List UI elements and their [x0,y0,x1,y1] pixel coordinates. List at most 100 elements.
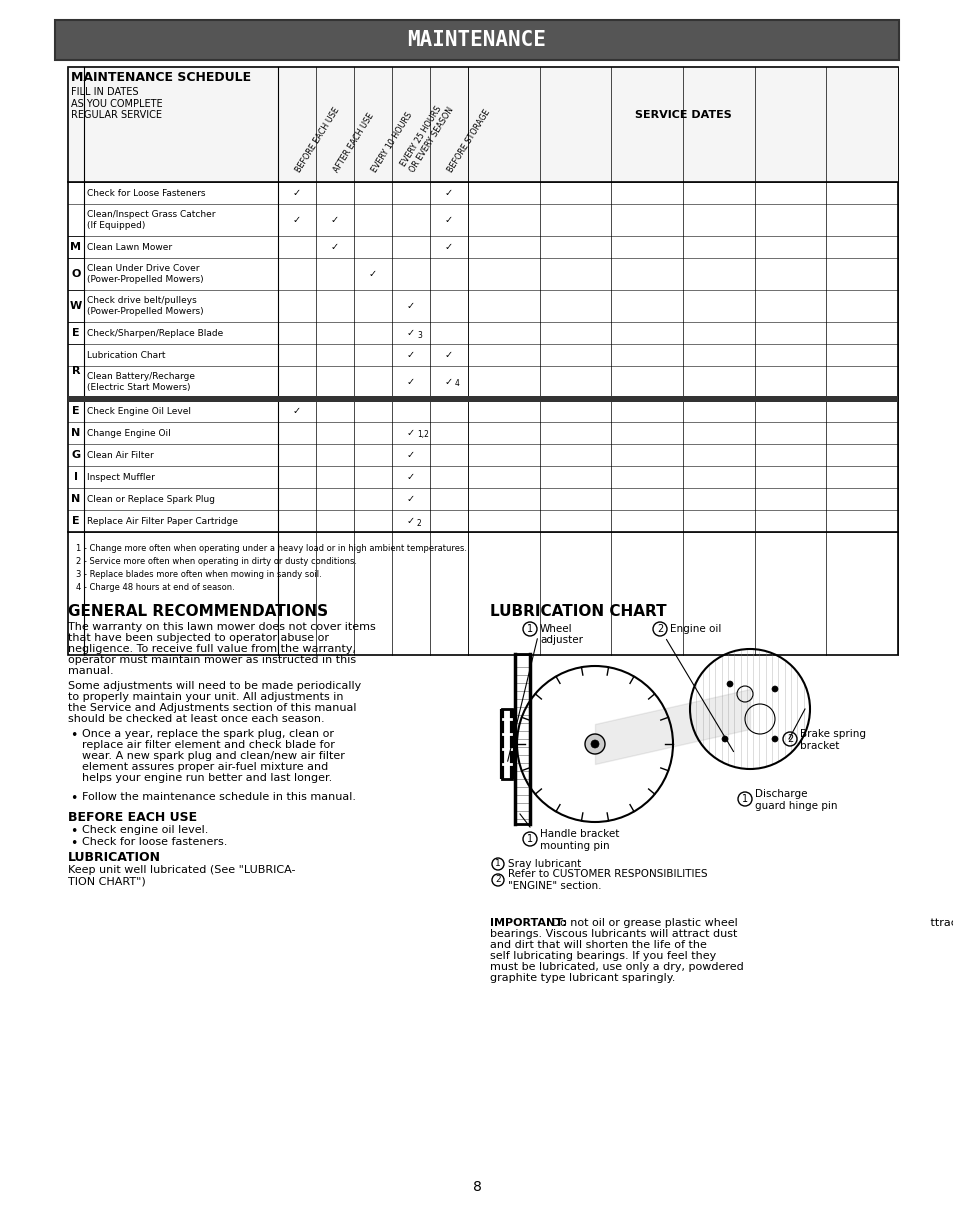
Text: Check Engine Oil Level: Check Engine Oil Level [87,407,191,416]
Text: Wheel: Wheel [539,625,572,634]
Text: EVERY 10 HOURS: EVERY 10 HOURS [370,111,415,174]
Text: 8: 8 [472,1180,481,1194]
Text: GENERAL RECOMMENDATIONS: GENERAL RECOMMENDATIONS [68,604,328,618]
Text: ✓: ✓ [293,215,301,225]
Text: Lubrication Chart: Lubrication Chart [87,350,165,360]
Text: ✓: ✓ [293,406,301,416]
Text: EVERY 25 HOURS
OR EVERY SEASON: EVERY 25 HOURS OR EVERY SEASON [399,100,456,174]
Text: LUBRICATION: LUBRICATION [68,850,161,864]
Text: ✓: ✓ [293,188,301,198]
Bar [490,908,929,1008]
Text: ✓: ✓ [407,471,415,482]
Text: •: • [70,825,77,838]
Text: Handle bracket: Handle bracket [539,829,618,840]
Text: Some adjustments will need to be made periodically: Some adjustments will need to be made pe… [68,680,361,691]
Text: should be checked at least once each season.: should be checked at least once each sea… [68,714,324,724]
Text: ✓: ✓ [407,350,415,360]
Text: Check engine oil level.: Check engine oil level. [82,825,208,835]
Text: must be lubricated, use only a dry, powdered: must be lubricated, use only a dry, powd… [490,962,743,972]
Text: Change Engine Oil: Change Engine Oil [87,429,171,437]
Text: Check for loose fasteners.: Check for loose fasteners. [82,837,227,847]
Text: 4 - Charge 48 hours at end of season.: 4 - Charge 48 hours at end of season. [76,583,234,592]
Bar [68,67,897,655]
Text: 1: 1 [526,625,533,634]
Text: mounting pin: mounting pin [539,841,609,850]
Text: ✓: ✓ [444,350,453,360]
Text: W: W [70,301,82,311]
Text: ✓: ✓ [444,188,453,198]
Text: 3: 3 [416,330,421,339]
Text: self lubricating bearings. If you feel they: self lubricating bearings. If you feel t… [490,951,716,961]
Text: ✓: ✓ [407,328,415,338]
Text: to properly maintain your unit. All adjustments in: to properly maintain your unit. All adju… [68,693,343,702]
Text: IMPORTANT:: IMPORTANT: [490,919,566,928]
Circle shape [771,686,778,693]
Text: E: E [72,328,80,338]
Text: ✓: ✓ [444,242,453,252]
Text: MAINTENANCE: MAINTENANCE [407,30,546,50]
Text: 1,2: 1,2 [416,430,429,440]
Text: wear. A new spark plug and clean/new air filter: wear. A new spark plug and clean/new air… [82,751,345,761]
Text: helps your engine run better and last longer.: helps your engine run better and last lo… [82,773,332,782]
Text: Clean or Replace Spark Plug: Clean or Replace Spark Plug [87,495,214,503]
Text: element assures proper air-fuel mixture and: element assures proper air-fuel mixture … [82,762,328,772]
Circle shape [584,734,604,755]
Text: •: • [70,792,77,806]
Text: E: E [72,406,80,416]
Text: ✓: ✓ [407,428,415,437]
Text: G: G [71,450,80,460]
Text: N: N [71,495,81,504]
Bar [68,67,897,182]
Text: R: R [71,366,80,375]
Text: Do not oil or grease plastic wheel bearings. Viscous lubricants will attract dus: Do not oil or grease plastic wheel beari… [552,919,953,928]
Text: ✓: ✓ [444,215,453,225]
Circle shape [771,736,778,742]
Text: 1: 1 [526,833,533,844]
Text: ✓: ✓ [331,215,338,225]
Circle shape [590,740,598,748]
Text: Follow the maintenance schedule in this manual.: Follow the maintenance schedule in this … [82,792,355,802]
Text: N: N [71,428,81,437]
Text: Discharge: Discharge [754,789,806,799]
Text: Brake spring: Brake spring [800,729,865,739]
Text: MAINTENANCE SCHEDULE: MAINTENANCE SCHEDULE [71,70,251,84]
Text: E: E [72,516,80,526]
Text: 2: 2 [416,519,421,527]
Text: Clean Battery/Recharge
(Electric Start Mowers): Clean Battery/Recharge (Electric Start M… [87,372,194,391]
Text: BEFORE EACH USE: BEFORE EACH USE [294,106,341,174]
Text: Check for Loose Fasteners: Check for Loose Fasteners [87,188,205,198]
Text: ✓: ✓ [407,516,415,526]
Bar [68,396,897,402]
Circle shape [721,736,727,742]
Text: 4: 4 [455,379,459,389]
Text: 2 - Service more often when operating in dirty or dusty conditions.: 2 - Service more often when operating in… [76,556,356,566]
Text: AFTER EACH USE: AFTER EACH USE [332,112,375,174]
Text: 2: 2 [786,734,792,744]
Text: M: M [71,242,81,252]
Text: replace air filter element and check blade for: replace air filter element and check bla… [82,740,335,750]
Text: Clean Lawn Mower: Clean Lawn Mower [87,243,172,252]
Text: 1: 1 [741,793,747,804]
Text: ✓: ✓ [407,450,415,460]
Text: LUBRICATION CHART: LUBRICATION CHART [490,604,666,618]
Text: the Service and Adjustments section of this manual: the Service and Adjustments section of t… [68,703,356,713]
Text: Sray lubricant: Sray lubricant [507,859,580,869]
Text: Check/Sharpen/Replace Blade: Check/Sharpen/Replace Blade [87,328,223,338]
Circle shape [726,680,732,686]
Text: I: I [74,471,78,482]
Text: Replace Air Filter Paper Cartridge: Replace Air Filter Paper Cartridge [87,516,237,526]
Text: guard hinge pin: guard hinge pin [754,801,837,810]
Text: operator must maintain mower as instructed in this: operator must maintain mower as instruct… [68,655,355,665]
Text: ✓: ✓ [407,301,415,311]
Text: ✓: ✓ [444,377,453,388]
Text: 3 - Replace blades more often when mowing in sandy soil.: 3 - Replace blades more often when mowin… [76,570,321,580]
Text: 1: 1 [495,859,500,869]
Text: BEFORE EACH USE: BEFORE EACH USE [68,810,197,824]
Text: adjuster: adjuster [539,635,582,645]
Text: ✓: ✓ [369,269,376,279]
Text: The warranty on this lawn mower does not cover items: The warranty on this lawn mower does not… [68,622,375,632]
Text: bearings. Viscous lubricants will attract dust: bearings. Viscous lubricants will attrac… [490,929,737,939]
Text: ✓: ✓ [407,495,415,504]
Text: Clean Under Drive Cover
(Power-Propelled Mowers): Clean Under Drive Cover (Power-Propelled… [87,265,203,283]
Text: 2: 2 [495,876,500,885]
